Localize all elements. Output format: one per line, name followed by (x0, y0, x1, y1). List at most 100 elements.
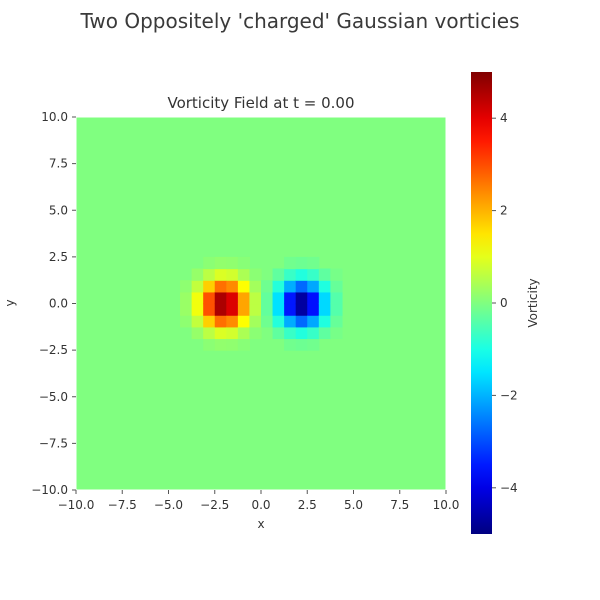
heatmap-cell (226, 326, 239, 340)
heatmap-cell (237, 303, 251, 316)
heatmap-cell (180, 315, 193, 328)
heatmap-cell (295, 291, 308, 305)
heatmap-cell (226, 315, 239, 328)
heatmap-cell (214, 338, 227, 351)
heatmap-cell (284, 291, 297, 305)
heatmap-cells (76, 117, 446, 490)
colorbar-tick-label: 4 (500, 111, 508, 125)
heatmap-cell (249, 291, 262, 305)
heatmap-cell (180, 280, 193, 293)
heatmap-cell (295, 338, 308, 351)
heatmap-cell (237, 315, 251, 328)
heatmap-cell (261, 303, 274, 316)
y-axis-label: y (3, 299, 17, 306)
x-axis: −10.0 −7.5 −5.0 −2.5 0.0 2.5 5.0 7.5 10.0 (58, 490, 459, 512)
y-tick-label: 0.0 (49, 297, 68, 311)
heatmap-cell (237, 326, 251, 340)
heatmap-cell (318, 315, 331, 328)
heatmap-cell (249, 268, 262, 281)
x-tick-label: 2.5 (298, 498, 317, 512)
heatmap-cell (330, 315, 343, 328)
heatmap-cell (284, 268, 297, 281)
x-tick-label: 0.0 (251, 498, 270, 512)
x-tick-label: −5.0 (154, 498, 183, 512)
heatmap-cell (203, 315, 216, 328)
y-axis: −10.0 −7.5 −5.0 −2.5 0.0 2.5 5.0 7.5 10.0 (31, 110, 76, 497)
x-tick-label: −7.5 (108, 498, 137, 512)
heatmap-cell (226, 268, 239, 281)
heatmap-cell (226, 256, 239, 270)
heatmap-cell (307, 326, 320, 340)
heatmap-cell (272, 303, 285, 316)
heatmap-cell (318, 280, 331, 293)
heatmap-cell (203, 291, 216, 305)
heatmap-cell (214, 315, 227, 328)
heatmap-cell (214, 326, 227, 340)
heatmap-cell (191, 315, 204, 328)
y-tick-label: 7.5 (49, 157, 68, 171)
heatmap-cell (214, 268, 227, 281)
heatmap-cell (203, 303, 216, 316)
heatmap-cell (318, 326, 331, 340)
heatmap-cell (272, 280, 285, 293)
heatmap-cell (307, 291, 320, 305)
y-tick-label: 5.0 (49, 203, 68, 217)
heatmap-cell (237, 268, 251, 281)
colorbar-ticks: −4 −2 0 2 4 (492, 111, 518, 495)
heatmap-cell (191, 303, 204, 316)
heatmap-cell (272, 291, 285, 305)
colorbar: −4 −2 0 2 4 Vorticity (471, 72, 540, 534)
heatmap-cell (261, 291, 274, 305)
heatmap-cell (261, 280, 274, 293)
heatmap-cell (318, 268, 331, 281)
heatmap-cell (249, 326, 262, 340)
heatmap-cell (249, 280, 262, 293)
figure-suptitle: Two Oppositely 'charged' Gaussian vortic… (79, 9, 519, 33)
heatmap-cell (284, 326, 297, 340)
heatmap-cell (307, 338, 320, 351)
x-tick-label: 7.5 (390, 498, 409, 512)
heatmap-cell (307, 256, 320, 270)
colorbar-tick-label: 0 (500, 296, 508, 310)
heatmap-cell (284, 280, 297, 293)
heatmap-cell (307, 280, 320, 293)
heatmap-cell (249, 315, 262, 328)
y-tick-label: −5.0 (39, 390, 68, 404)
heatmap-cell (307, 303, 320, 316)
heatmap-cell (272, 315, 285, 328)
heatmap-cell (249, 303, 262, 316)
heatmap-cell (203, 268, 216, 281)
heatmap-cell (237, 256, 251, 270)
colorbar-label: Vorticity (526, 278, 540, 327)
heatmap-cell (226, 291, 239, 305)
heatmap-cell (214, 291, 227, 305)
heatmap-cell (191, 326, 204, 340)
heatmap-cell (295, 280, 308, 293)
heatmap-cell (284, 315, 297, 328)
heatmap-cell (318, 291, 331, 305)
heatmap-cell (295, 256, 308, 270)
heatmap-cell (237, 338, 251, 351)
x-axis-label: x (257, 517, 264, 531)
y-tick-label: 10.0 (41, 110, 68, 124)
y-tick-label: −2.5 (39, 343, 68, 357)
heatmap-cell (284, 256, 297, 270)
y-tick-label: −7.5 (39, 436, 68, 450)
heatmap-cell (203, 338, 216, 351)
colorbar-tick-label: −4 (500, 481, 518, 495)
heatmap-cell (261, 315, 274, 328)
heatmap-cell (191, 268, 204, 281)
heatmap-cell (295, 268, 308, 281)
colorbar-tick-label: −2 (500, 388, 518, 402)
heatmap-cell (330, 326, 343, 340)
heatmap-cell (295, 303, 308, 316)
heatmap-cell (203, 256, 216, 270)
heatmap-cell (284, 338, 297, 351)
x-tick-label: −10.0 (58, 498, 95, 512)
heatmap-cell (272, 268, 285, 281)
heatmap-cell (180, 303, 193, 316)
heatmap-cell (180, 291, 193, 305)
heatmap-cell (272, 326, 285, 340)
heatmap-cell (191, 280, 204, 293)
heatmap-cell (330, 291, 343, 305)
